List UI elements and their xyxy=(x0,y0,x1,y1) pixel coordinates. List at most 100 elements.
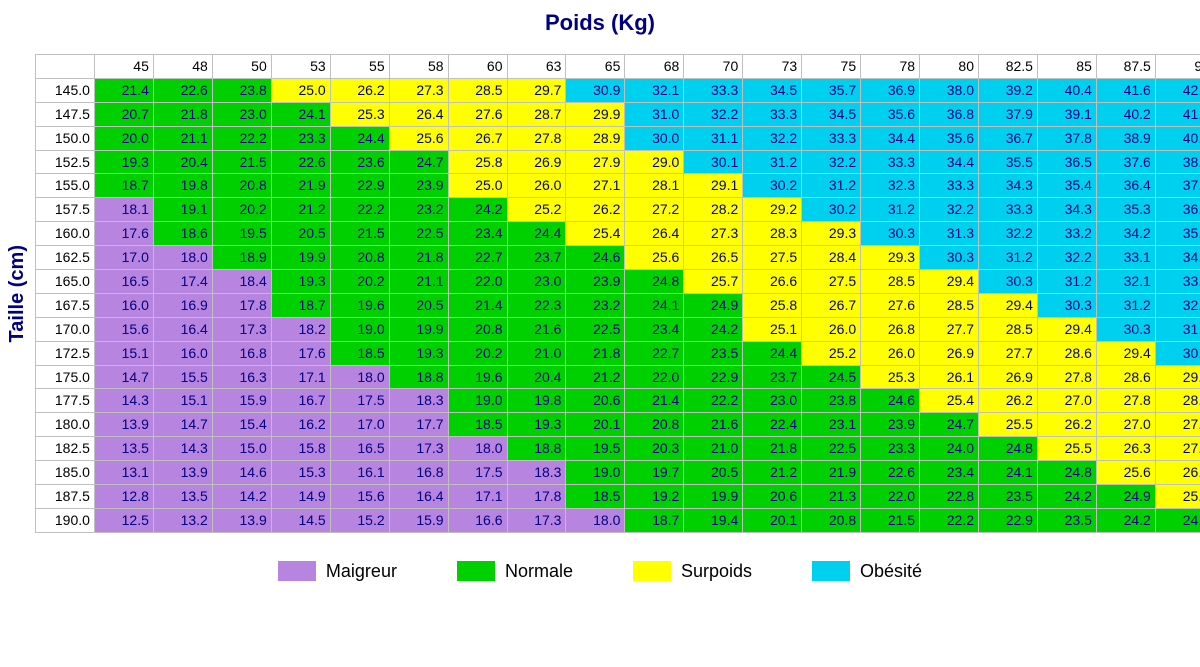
bmi-cell: 22.5 xyxy=(802,437,861,461)
bmi-cell: 27.9 xyxy=(566,150,625,174)
bmi-cell: 25.5 xyxy=(1037,437,1096,461)
bmi-cell: 28.1 xyxy=(625,174,684,198)
bmi-cell: 21.5 xyxy=(212,150,271,174)
bmi-cell: 26.3 xyxy=(1155,461,1200,485)
bmi-cell: 28.5 xyxy=(448,78,507,102)
bmi-cell: 22.2 xyxy=(212,126,271,150)
bmi-cell: 20.1 xyxy=(566,413,625,437)
bmi-cell: 30.3 xyxy=(861,222,920,246)
bmi-cell: 17.8 xyxy=(212,293,271,317)
table-row: 185.013.113.914.615.316.116.817.518.319.… xyxy=(36,461,1200,485)
bmi-cell: 18.4 xyxy=(212,270,271,294)
bmi-cell: 26.7 xyxy=(802,293,861,317)
bmi-cell: 15.6 xyxy=(94,317,153,341)
bmi-cell: 21.2 xyxy=(743,461,802,485)
bmi-cell: 30.0 xyxy=(625,126,684,150)
bmi-cell: 33.3 xyxy=(802,126,861,150)
bmi-cell: 23.0 xyxy=(212,102,271,126)
bmi-cell: 18.9 xyxy=(212,246,271,270)
bmi-cell: 19.6 xyxy=(448,365,507,389)
bmi-cell: 17.4 xyxy=(153,270,212,294)
bmi-cell: 28.3 xyxy=(743,222,802,246)
bmi-cell: 20.8 xyxy=(212,174,271,198)
bmi-cell: 18.5 xyxy=(566,485,625,509)
table-row: 175.014.715.516.317.118.018.819.620.421.… xyxy=(36,365,1200,389)
bmi-cell: 27.1 xyxy=(566,174,625,198)
bmi-cell: 22.2 xyxy=(684,389,743,413)
bmi-cell: 21.6 xyxy=(684,413,743,437)
bmi-cell: 21.4 xyxy=(448,293,507,317)
bmi-cell: 14.7 xyxy=(153,413,212,437)
bmi-cell: 17.3 xyxy=(212,317,271,341)
bmi-cell: 30.3 xyxy=(979,270,1038,294)
bmi-cell: 26.2 xyxy=(979,389,1038,413)
bmi-cell: 24.2 xyxy=(1037,485,1096,509)
bmi-cell: 23.4 xyxy=(625,317,684,341)
bmi-cell: 25.5 xyxy=(979,413,1038,437)
bmi-cell: 25.8 xyxy=(448,150,507,174)
bmi-cell: 18.3 xyxy=(507,461,566,485)
bmi-cell: 31.2 xyxy=(979,246,1038,270)
bmi-cell: 25.3 xyxy=(330,102,389,126)
bmi-cell: 19.2 xyxy=(625,485,684,509)
bmi-cell: 29.0 xyxy=(625,150,684,174)
bmi-cell: 23.0 xyxy=(507,270,566,294)
bmi-cell: 17.3 xyxy=(389,437,448,461)
bmi-cell: 18.0 xyxy=(153,246,212,270)
bmi-cell: 32.2 xyxy=(1037,246,1096,270)
bmi-cell: 35.3 xyxy=(1096,198,1155,222)
bmi-cell: 23.2 xyxy=(566,293,625,317)
bmi-cell: 12.5 xyxy=(94,508,153,532)
bmi-cell: 17.6 xyxy=(271,341,330,365)
bmi-cell: 27.2 xyxy=(625,198,684,222)
bmi-cell: 23.8 xyxy=(802,389,861,413)
bmi-cell: 18.2 xyxy=(271,317,330,341)
bmi-cell: 26.4 xyxy=(389,102,448,126)
bmi-cell: 27.5 xyxy=(743,246,802,270)
bmi-cell: 13.9 xyxy=(94,413,153,437)
bmi-cell: 24.9 xyxy=(1096,485,1155,509)
bmi-cell: 38.9 xyxy=(1096,126,1155,150)
bmi-cell: 37.5 xyxy=(1155,174,1200,198)
bmi-cell: 22.9 xyxy=(330,174,389,198)
bmi-cell: 27.7 xyxy=(920,317,979,341)
bmi-cell: 25.4 xyxy=(920,389,979,413)
bmi-cell: 25.6 xyxy=(389,126,448,150)
bmi-cell: 26.3 xyxy=(1096,437,1155,461)
bmi-cell: 29.3 xyxy=(802,222,861,246)
bmi-cell: 16.8 xyxy=(212,341,271,365)
bmi-cell: 23.7 xyxy=(743,365,802,389)
bmi-cell: 13.9 xyxy=(153,461,212,485)
bmi-cell: 24.2 xyxy=(684,317,743,341)
bmi-cell: 16.3 xyxy=(212,365,271,389)
bmi-cell: 37.9 xyxy=(979,102,1038,126)
height-header: 165.0 xyxy=(36,270,95,294)
bmi-cell: 17.8 xyxy=(507,485,566,509)
bmi-cell: 26.2 xyxy=(330,78,389,102)
bmi-cell: 26.9 xyxy=(979,365,1038,389)
bmi-cell: 19.3 xyxy=(507,413,566,437)
bmi-cell: 23.9 xyxy=(389,174,448,198)
bmi-cell: 23.6 xyxy=(330,150,389,174)
bmi-cell: 17.1 xyxy=(271,365,330,389)
table-row: 182.513.514.315.015.816.517.318.018.819.… xyxy=(36,437,1200,461)
bmi-cell: 35.2 xyxy=(1155,222,1200,246)
table-row: 150.020.021.122.223.324.425.626.727.828.… xyxy=(36,126,1200,150)
bmi-cell: 23.9 xyxy=(566,270,625,294)
bmi-cell: 18.0 xyxy=(330,365,389,389)
bmi-cell: 15.4 xyxy=(212,413,271,437)
bmi-cell: 22.0 xyxy=(861,485,920,509)
bmi-cell: 23.5 xyxy=(1037,508,1096,532)
bmi-cell: 35.6 xyxy=(861,102,920,126)
bmi-cell: 30.3 xyxy=(1037,293,1096,317)
height-header: 185.0 xyxy=(36,461,95,485)
table-row: 162.517.018.018.919.920.821.822.723.724.… xyxy=(36,246,1200,270)
bmi-cell: 25.0 xyxy=(448,174,507,198)
bmi-cell: 17.1 xyxy=(448,485,507,509)
bmi-cell: 37.6 xyxy=(1096,150,1155,174)
height-header: 150.0 xyxy=(36,126,95,150)
bmi-cell: 27.5 xyxy=(802,270,861,294)
bmi-cell: 24.4 xyxy=(330,126,389,150)
bmi-cell: 23.9 xyxy=(861,413,920,437)
bmi-cell: 18.0 xyxy=(566,508,625,532)
